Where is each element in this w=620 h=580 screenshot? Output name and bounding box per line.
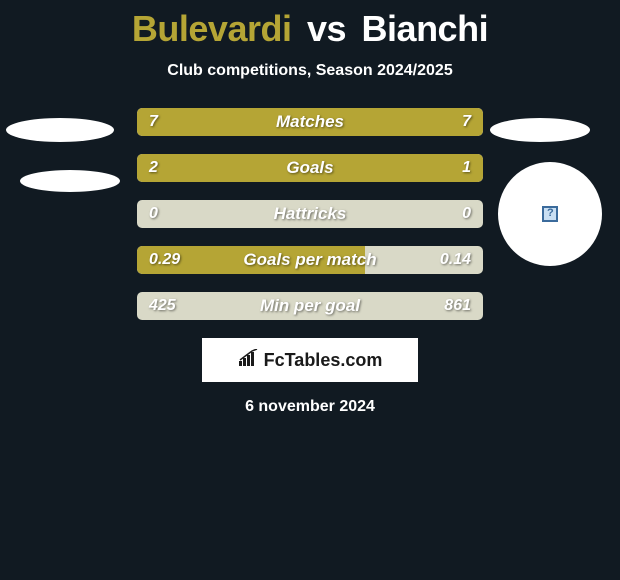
logo: FcTables.com bbox=[238, 349, 383, 372]
page-title: Bulevardi vs Bianchi bbox=[0, 0, 620, 50]
bar-label: Goals bbox=[137, 154, 483, 182]
bar-value-right: 1 bbox=[450, 154, 483, 182]
logo-text: FcTables.com bbox=[264, 350, 383, 371]
logo-box: FcTables.com bbox=[202, 338, 418, 382]
chart-icon bbox=[238, 349, 260, 372]
bar-label: Hattricks bbox=[137, 200, 483, 228]
stat-bar-row: Min per goal425 861 bbox=[137, 292, 483, 320]
bar-value-right: 0 bbox=[450, 200, 483, 228]
bar-value-left: 2 bbox=[137, 154, 170, 182]
player2-name: Bianchi bbox=[362, 8, 489, 49]
decor-ellipse-left-1 bbox=[6, 118, 114, 142]
decor-ellipse-right-1 bbox=[490, 118, 590, 142]
stat-bar-row: Goals2 1 bbox=[137, 154, 483, 182]
stat-bars: Matches77Goals21Hattricks00Goals per mat… bbox=[137, 108, 483, 320]
content-area: Matches77Goals21Hattricks00Goals per mat… bbox=[0, 108, 620, 416]
bar-value-right: 7 bbox=[450, 108, 483, 136]
player2-avatar bbox=[498, 162, 602, 266]
avatar-placeholder-icon bbox=[542, 206, 558, 222]
bar-value-left: 7 bbox=[137, 108, 170, 136]
bar-label: Min per goal bbox=[137, 292, 483, 320]
vs-text: vs bbox=[307, 8, 346, 49]
stat-bar-row: Hattricks0 0 bbox=[137, 200, 483, 228]
subtitle: Club competitions, Season 2024/2025 bbox=[0, 62, 620, 80]
bar-value-left: 0.29 bbox=[137, 246, 192, 274]
date: 6 november 2024 bbox=[0, 398, 620, 416]
bar-label: Matches bbox=[137, 108, 483, 136]
bar-value-right: 861 bbox=[432, 292, 483, 320]
bar-value-right: 0.14 bbox=[428, 246, 483, 274]
stat-bar-row: Goals per match0.290.14 bbox=[137, 246, 483, 274]
decor-ellipse-left-2 bbox=[20, 170, 120, 192]
player1-name: Bulevardi bbox=[132, 8, 292, 49]
bar-value-left: 0 bbox=[137, 200, 170, 228]
bar-value-left: 425 bbox=[137, 292, 188, 320]
stat-bar-row: Matches7 7 bbox=[137, 108, 483, 136]
